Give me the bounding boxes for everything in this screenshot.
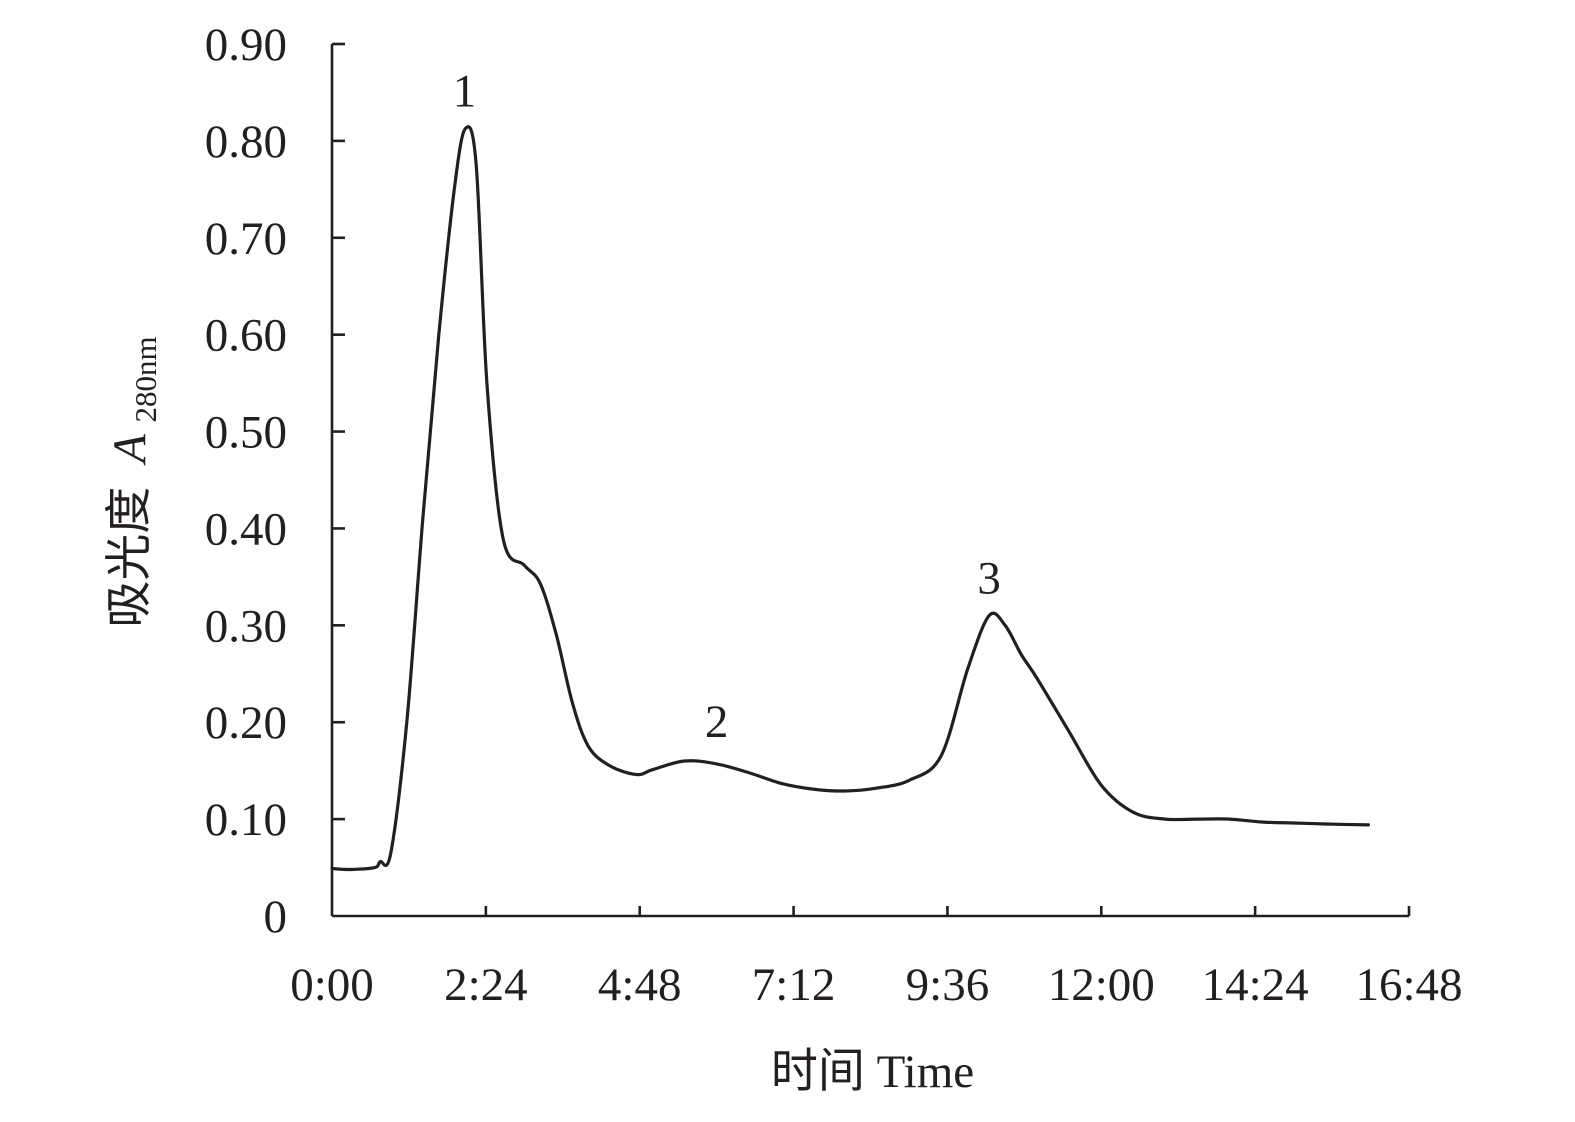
y-axis-title-subscript: 280nm bbox=[128, 336, 163, 422]
y-tick-label: 0.50 bbox=[205, 407, 287, 459]
x-tick-label: 2:24 bbox=[444, 959, 528, 1011]
peak-annotations: 1 2 3 bbox=[453, 65, 1001, 748]
x-tick-label: 14:24 bbox=[1202, 959, 1309, 1011]
y-tick-label: 0.10 bbox=[205, 794, 287, 846]
peak-label-3: 3 bbox=[977, 553, 1001, 605]
y-tick-label: 0.40 bbox=[205, 503, 287, 555]
y-tick-label: 0.30 bbox=[205, 600, 287, 652]
y-tick-label: 0.80 bbox=[205, 116, 287, 168]
y-tick-label: 0.20 bbox=[205, 697, 287, 749]
x-tick-label: 7:12 bbox=[752, 959, 836, 1011]
absorbance-series-line bbox=[330, 125, 1370, 872]
y-axis-title-text: 吸光度 bbox=[104, 487, 156, 628]
y-axis-ticks: 0 0.10 0.20 0.30 0.40 0.50 0.60 0.70 0.80 0.90 bbox=[205, 19, 345, 943]
peak-label-2: 2 bbox=[705, 696, 729, 748]
x-tick-label: 16:48 bbox=[1355, 959, 1462, 1011]
x-tick-label: 4:48 bbox=[598, 959, 682, 1011]
y-tick-label: 0.60 bbox=[205, 310, 287, 362]
y-axis-title-variable: A bbox=[104, 434, 156, 466]
y-tick-label: 0.90 bbox=[205, 19, 287, 71]
x-axis-ticks: 0:00 2:24 4:48 7:12 9:36 12:00 14:24 16:48 bbox=[290, 906, 1463, 1011]
x-tick-label: 0:00 bbox=[290, 959, 374, 1011]
y-tick-label: 0 bbox=[264, 891, 288, 943]
peak-label-1: 1 bbox=[453, 65, 477, 117]
y-axis-title: 吸光度 A 280nm bbox=[104, 336, 163, 627]
x-axis-title: 时间 Time bbox=[771, 1046, 974, 1098]
x-tick-label: 12:00 bbox=[1048, 959, 1155, 1011]
y-tick-label: 0.70 bbox=[205, 213, 287, 265]
x-tick-label: 9:36 bbox=[906, 959, 990, 1011]
